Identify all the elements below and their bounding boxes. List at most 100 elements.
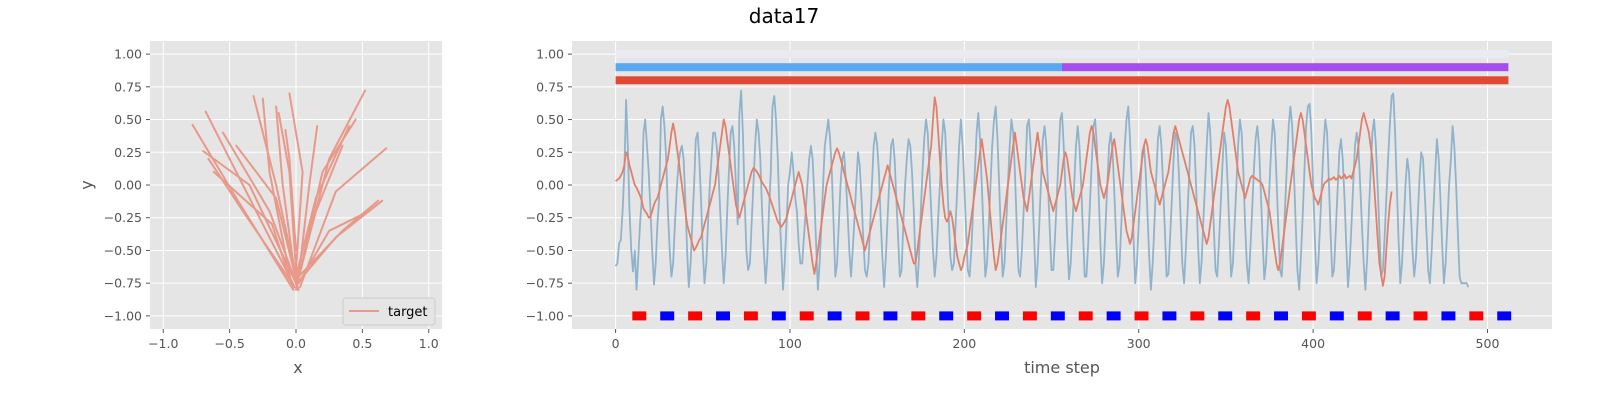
marker-blue	[827, 311, 842, 321]
target-trajectory	[212, 170, 295, 291]
marker-red	[1469, 311, 1484, 321]
right-plot-bands	[615, 50, 1509, 85]
target-trajectory	[261, 97, 293, 289]
y-tick-label: −0.75	[526, 276, 564, 291]
indicator-band	[1062, 63, 1509, 72]
x-tick-label: 0.5	[352, 336, 372, 351]
figure-title: data17	[749, 4, 820, 28]
indicator-band	[615, 50, 1509, 59]
y-tick-label: 0.00	[536, 178, 564, 193]
target-trajectory	[222, 131, 300, 291]
marker-red	[688, 311, 703, 321]
series-red-line	[615, 96, 1393, 287]
target-trajectory	[297, 210, 370, 285]
target-trajectory	[295, 125, 351, 278]
marker-blue	[1497, 311, 1512, 321]
legend-label-target: target	[388, 305, 428, 320]
y-tick-label: 0.00	[114, 178, 142, 193]
marker-blue	[1162, 311, 1177, 321]
legend: target	[342, 297, 436, 326]
y-tick-label: 0.75	[536, 79, 564, 94]
right-plot-x-ticks: 0 100 200 300 400 500	[612, 329, 1499, 351]
target-trajectory	[297, 199, 380, 278]
x-tick-label: −0.5	[214, 336, 244, 351]
indicator-band	[615, 63, 1062, 72]
x-tick-label: 300	[1127, 336, 1151, 351]
marker-blue	[1385, 311, 1400, 321]
marker-blue	[660, 311, 675, 321]
marker-red	[799, 311, 814, 321]
marker-red	[967, 311, 982, 321]
marker-blue	[995, 311, 1009, 321]
marker-red	[1246, 311, 1261, 321]
target-trajectory	[207, 157, 296, 289]
y-tick-label: 0.50	[114, 112, 142, 127]
right-plot-y-ticks: −1.00 −0.75 −0.50 −0.25 0.00 0.25 0.50 0.75 1.00	[526, 47, 572, 323]
target-trajectory	[191, 123, 295, 291]
x-tick-label: −1.0	[148, 336, 178, 351]
right-plot-x-label: time step	[1024, 358, 1100, 377]
left-plot-y-label: y	[77, 180, 96, 189]
x-tick-label: 100	[778, 336, 802, 351]
right-plot: 0 100 200 300 400 500 −1.00 −0.75 −0.50 −0.25 0.0…	[526, 41, 1552, 377]
marker-red	[1134, 311, 1149, 321]
indicator-band	[615, 76, 1509, 85]
marker-red	[1301, 311, 1316, 321]
target-trajectory	[235, 144, 297, 281]
y-tick-label: 0.50	[536, 112, 564, 127]
target-trajectory	[284, 129, 297, 252]
y-tick-label: 1.00	[114, 47, 142, 62]
y-tick-label: −0.50	[104, 243, 142, 258]
marker-blue	[1050, 311, 1065, 321]
y-tick-label: −0.25	[104, 210, 142, 225]
x-tick-label: 0	[612, 336, 620, 351]
marker-blue	[771, 311, 786, 321]
left-plot-grid	[150, 41, 442, 329]
marker-red	[911, 311, 926, 321]
y-tick-label: 0.25	[114, 145, 142, 160]
marker-blue	[1106, 311, 1121, 321]
marker-red	[632, 311, 647, 321]
marker-blue	[1329, 311, 1344, 321]
left-plot-x-ticks: −1.0 −0.5 0.0 0.5 1.0	[148, 329, 439, 351]
y-tick-label: −0.75	[104, 276, 142, 291]
left-plot-x-label: x	[293, 358, 302, 377]
marker-blue	[939, 311, 954, 321]
x-tick-label: 1.0	[419, 336, 439, 351]
target-trajectory	[288, 92, 304, 272]
marker-blue	[1218, 311, 1233, 321]
marker-red	[1413, 311, 1428, 321]
right-plot-lines	[614, 89, 1470, 291]
right-plot-markers	[632, 311, 1512, 321]
target-trajectory	[275, 105, 297, 285]
marker-blue	[1274, 311, 1288, 321]
marker-red	[1022, 311, 1037, 321]
x-tick-label: 0.0	[286, 336, 306, 351]
target-trajectory	[299, 147, 388, 289]
marker-blue	[1441, 311, 1456, 321]
x-tick-label: 400	[1301, 336, 1325, 351]
marker-red	[855, 311, 870, 321]
target-trajectory	[297, 125, 319, 278]
marker-red	[1357, 311, 1372, 321]
left-plot-lines	[191, 89, 388, 291]
legend-box	[342, 297, 436, 326]
y-tick-label: −0.50	[526, 243, 564, 258]
target-trajectory	[296, 144, 344, 281]
marker-blue	[716, 311, 730, 321]
x-tick-label: 200	[952, 336, 976, 351]
left-plot: −1.0 −0.5 0.0 0.5 1.0 −1.00 −0.75 −0.50 −0.25 0.…	[77, 41, 442, 377]
left-plot-y-ticks: −1.00 −0.75 −0.50 −0.25 0.00 0.25 0.50 0.75 1.00	[104, 47, 150, 323]
y-tick-label: 0.25	[536, 145, 564, 160]
y-tick-label: 0.75	[114, 79, 142, 94]
y-tick-label: −1.00	[526, 308, 564, 323]
target-trajectory	[252, 95, 297, 278]
marker-red	[743, 311, 758, 321]
marker-red	[1190, 311, 1205, 321]
marker-red	[1078, 311, 1093, 321]
y-tick-label: 1.00	[536, 47, 564, 62]
y-tick-label: −1.00	[104, 308, 142, 323]
marker-blue	[883, 311, 898, 321]
y-tick-label: −0.25	[526, 210, 564, 225]
